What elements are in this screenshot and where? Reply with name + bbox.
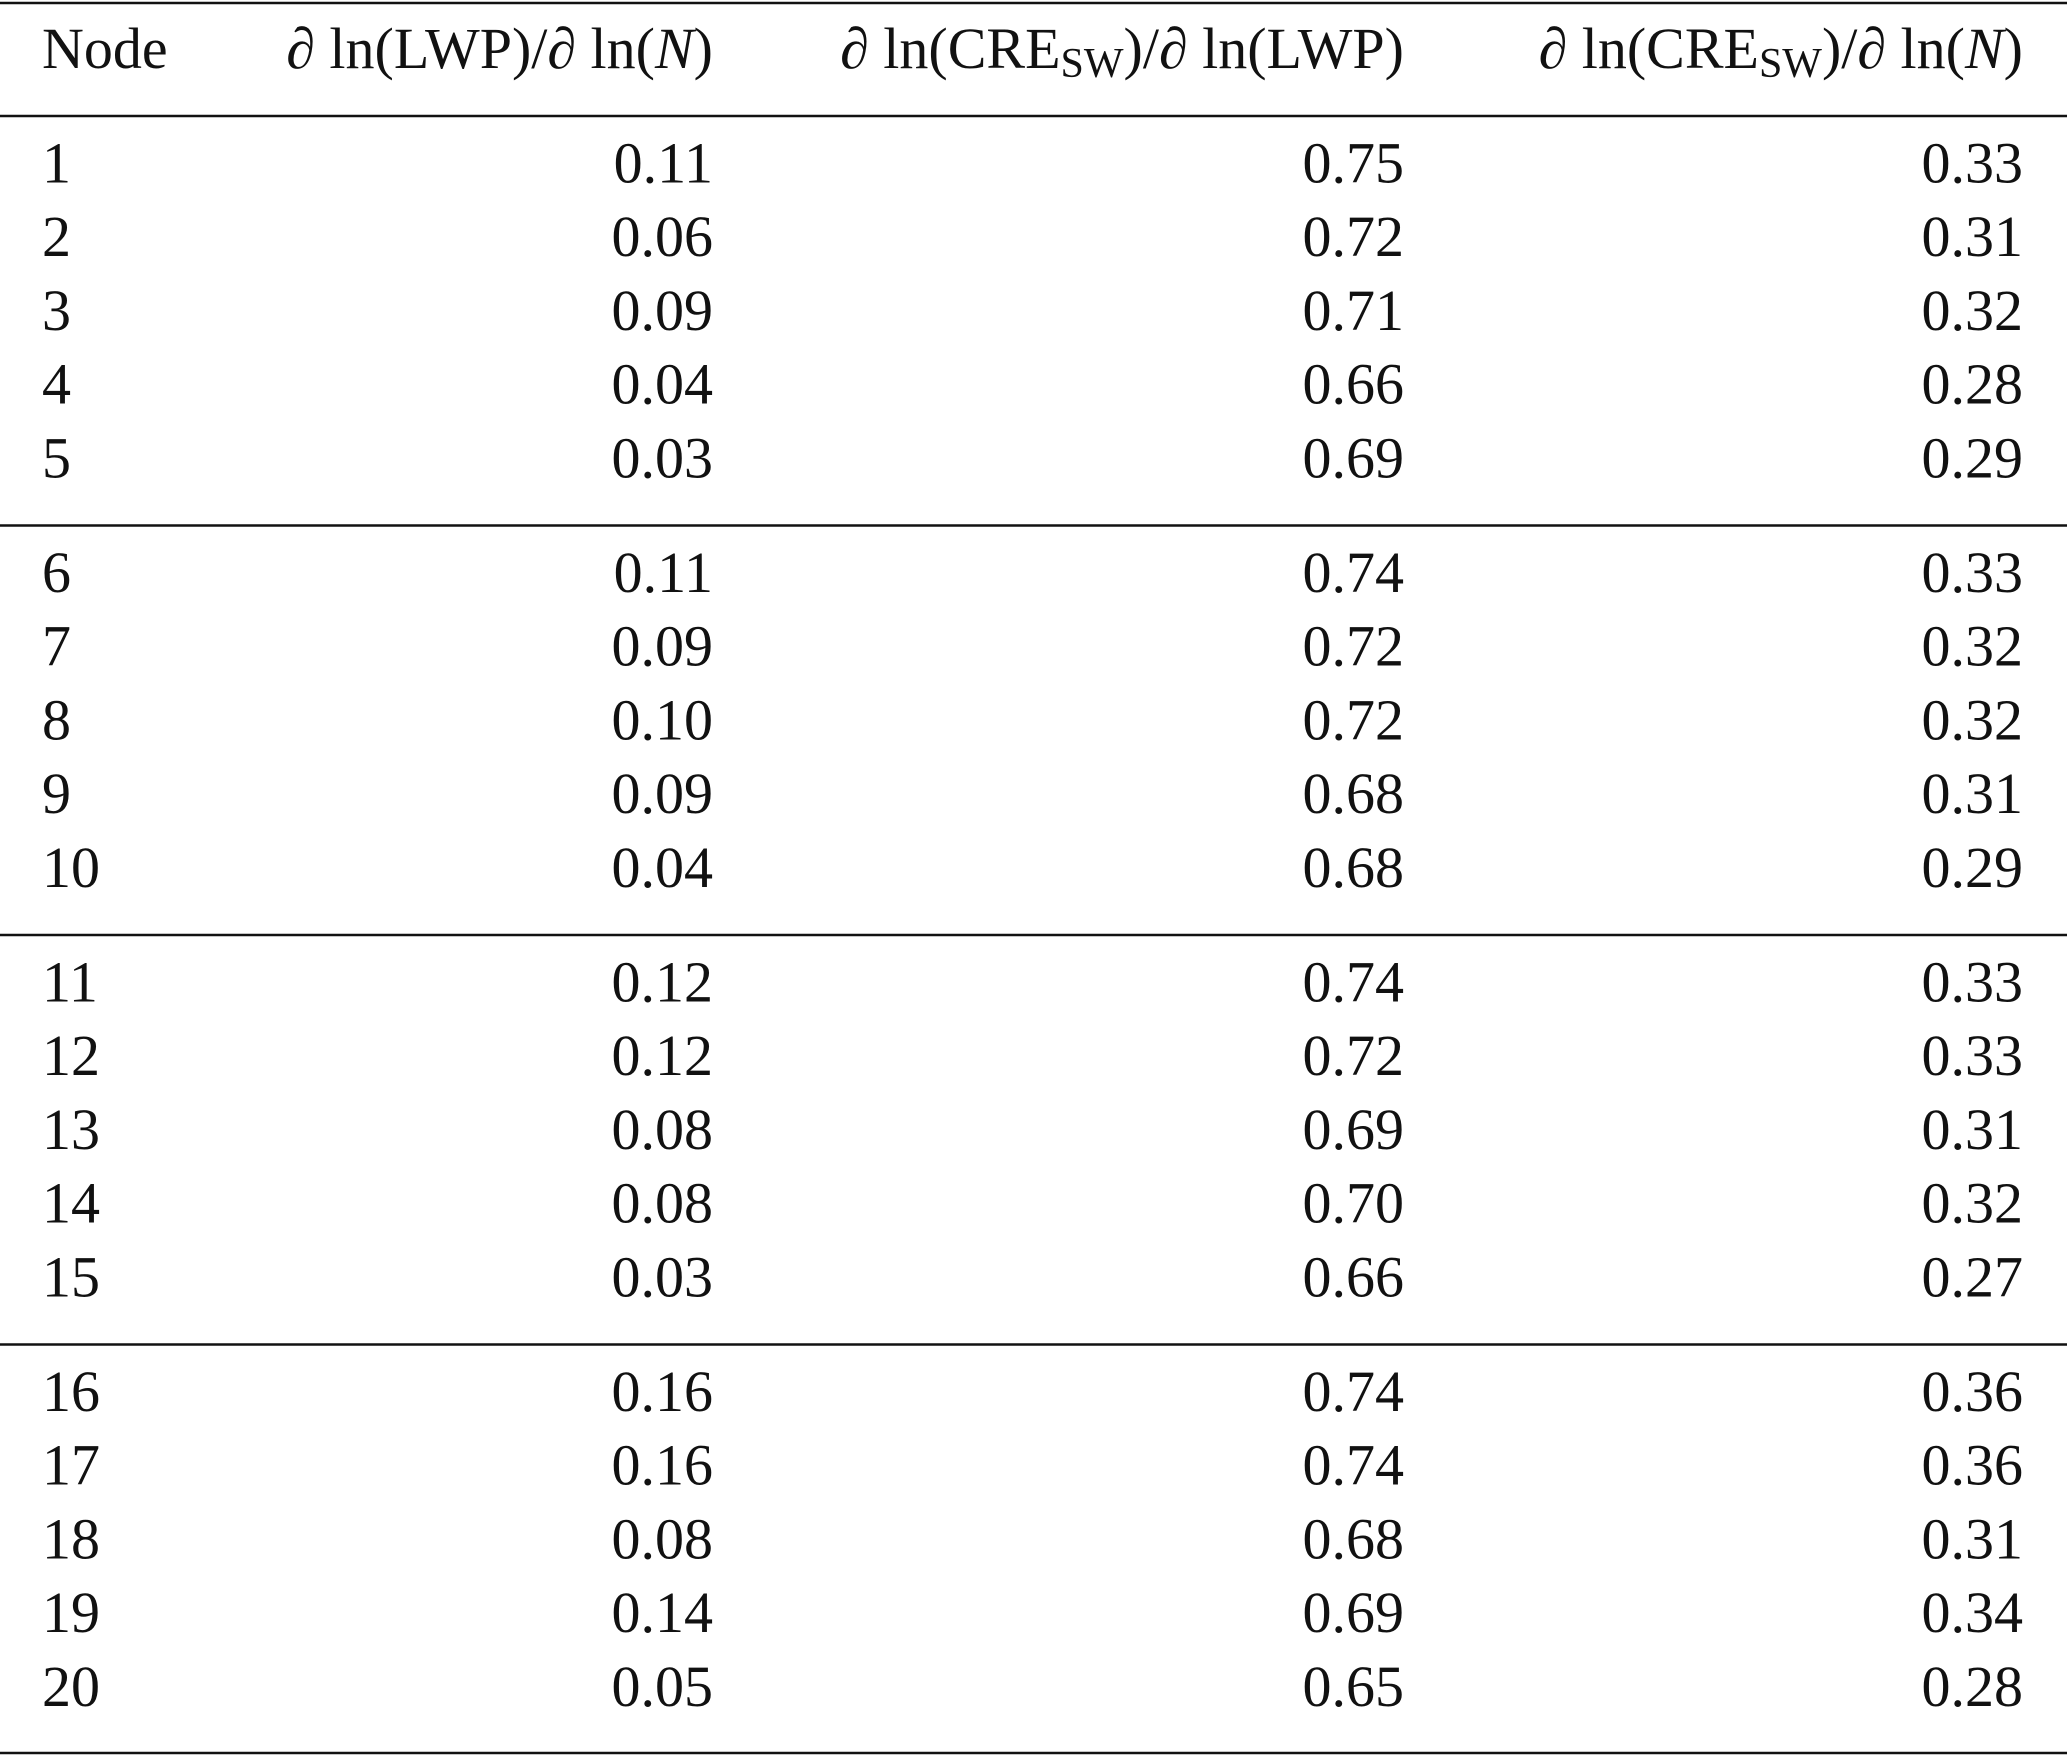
header-part: ) xyxy=(2004,16,2023,81)
node-cell: 13 xyxy=(42,1097,100,1162)
value-cell: 0.74 xyxy=(1303,949,1405,1014)
value-cell: 0.31 xyxy=(1922,1097,2024,1162)
header-part: )/∂ ln(LWP) xyxy=(1124,16,1404,81)
node-cell: 8 xyxy=(42,687,71,752)
value-cell: 0.11 xyxy=(614,540,713,605)
value-cell: 0.72 xyxy=(1303,204,1405,269)
value-cell: 0.31 xyxy=(1922,204,2024,269)
value-cell: 0.75 xyxy=(1303,130,1405,195)
node-cell: 19 xyxy=(42,1580,100,1645)
value-cell: 0.31 xyxy=(1922,761,2024,826)
header-part: ∂ ln(LWP)/∂ ln( xyxy=(286,16,655,81)
value-cell: 0.11 xyxy=(614,130,713,195)
value-cell: 0.28 xyxy=(1922,1654,2024,1719)
value-cell: 0.72 xyxy=(1303,687,1405,752)
column-header: ∂ ln(LWP)/∂ ln(N) xyxy=(286,16,713,81)
value-cell: 0.69 xyxy=(1303,426,1405,491)
header-part: Node xyxy=(42,16,168,81)
value-cell: 0.65 xyxy=(1303,1654,1405,1719)
node-cell: 15 xyxy=(42,1245,100,1310)
value-cell: 0.16 xyxy=(612,1359,714,1424)
header-part: ) xyxy=(694,16,713,81)
node-cell: 3 xyxy=(42,278,71,343)
header-part: ∂ ln(CRE xyxy=(1539,16,1759,81)
value-cell: 0.12 xyxy=(612,949,714,1014)
node-cell: 10 xyxy=(42,835,100,900)
column-header: ∂ ln(CRESW)/∂ ln(N) xyxy=(1539,16,2023,86)
value-cell: 0.08 xyxy=(612,1171,714,1236)
value-cell: 0.74 xyxy=(1303,1433,1405,1498)
node-cell: 1 xyxy=(42,130,71,195)
node-cell: 2 xyxy=(42,204,71,269)
value-cell: 0.74 xyxy=(1303,1359,1405,1424)
node-cell: 7 xyxy=(42,614,71,679)
value-cell: 0.33 xyxy=(1922,949,2024,1014)
subscript: SW xyxy=(1061,41,1124,87)
column-header: Node xyxy=(42,16,168,81)
value-cell: 0.68 xyxy=(1303,835,1405,900)
node-cell: 5 xyxy=(42,426,71,491)
value-cell: 0.16 xyxy=(612,1433,714,1498)
value-cell: 0.36 xyxy=(1922,1433,2024,1498)
value-cell: 0.66 xyxy=(1303,1245,1405,1310)
value-cell: 0.69 xyxy=(1303,1580,1405,1645)
value-cell: 0.04 xyxy=(612,835,714,900)
value-cell: 0.74 xyxy=(1303,540,1405,605)
value-cell: 0.69 xyxy=(1303,1097,1405,1162)
value-cell: 0.34 xyxy=(1922,1580,2024,1645)
value-cell: 0.10 xyxy=(612,687,714,752)
value-cell: 0.14 xyxy=(612,1580,714,1645)
value-cell: 0.71 xyxy=(1303,278,1405,343)
subscript: SW xyxy=(1759,41,1822,87)
value-cell: 0.04 xyxy=(612,352,714,417)
value-cell: 0.03 xyxy=(612,426,714,491)
header-part: ∂ ln(CRE xyxy=(840,16,1060,81)
value-cell: 0.33 xyxy=(1922,130,2024,195)
node-cell: 4 xyxy=(42,352,71,417)
value-cell: 0.36 xyxy=(1922,1359,2024,1424)
value-cell: 0.31 xyxy=(1922,1506,2024,1571)
node-cell: 20 xyxy=(42,1654,100,1719)
node-cell: 12 xyxy=(42,1023,100,1088)
value-cell: 0.29 xyxy=(1922,426,2024,491)
column-header: ∂ ln(CRESW)/∂ ln(LWP) xyxy=(840,16,1404,86)
node-cell: 17 xyxy=(42,1433,100,1498)
value-cell: 0.12 xyxy=(612,1023,714,1088)
header-part: N xyxy=(654,16,697,81)
value-cell: 0.33 xyxy=(1922,1023,2024,1088)
value-cell: 0.06 xyxy=(612,204,714,269)
value-cell: 0.68 xyxy=(1303,761,1405,826)
value-cell: 0.33 xyxy=(1922,540,2024,605)
value-cell: 0.29 xyxy=(1922,835,2024,900)
node-cell: 18 xyxy=(42,1506,100,1571)
node-cell: 14 xyxy=(42,1171,100,1236)
value-cell: 0.28 xyxy=(1922,352,2024,417)
node-cell: 6 xyxy=(42,540,71,605)
value-cell: 0.68 xyxy=(1303,1506,1405,1571)
node-cell: 11 xyxy=(42,949,98,1014)
value-cell: 0.32 xyxy=(1922,278,2024,343)
value-cell: 0.09 xyxy=(612,278,714,343)
value-cell: 0.03 xyxy=(612,1245,714,1310)
value-cell: 0.32 xyxy=(1922,614,2024,679)
value-cell: 0.66 xyxy=(1303,352,1405,417)
value-cell: 0.27 xyxy=(1922,1245,2024,1310)
value-cell: 0.70 xyxy=(1303,1171,1405,1236)
value-cell: 0.09 xyxy=(612,614,714,679)
node-cell: 16 xyxy=(42,1359,100,1424)
value-cell: 0.32 xyxy=(1922,1171,2024,1236)
value-cell: 0.09 xyxy=(612,761,714,826)
value-cell: 0.05 xyxy=(612,1654,714,1719)
value-cell: 0.08 xyxy=(612,1506,714,1571)
header-part: )/∂ ln( xyxy=(1822,16,1965,81)
node-cell: 9 xyxy=(42,761,71,826)
value-cell: 0.72 xyxy=(1303,1023,1405,1088)
header-part: N xyxy=(1964,16,2007,81)
value-cell: 0.72 xyxy=(1303,614,1405,679)
value-cell: 0.32 xyxy=(1922,687,2024,752)
value-cell: 0.08 xyxy=(612,1097,714,1162)
